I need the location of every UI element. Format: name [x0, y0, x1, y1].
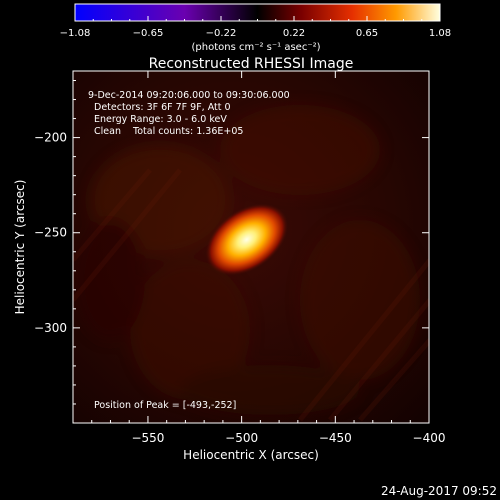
chart-title: Reconstructed RHESSI Image: [149, 56, 354, 72]
colorbar-ticks: −1.08 −0.65 −0.22 0.22 0.65 1.08: [60, 16, 451, 39]
x-axis-label: Heliocentric X (arcsec): [183, 448, 319, 462]
heatmap-image: [73, 71, 429, 423]
colorbar: [75, 4, 440, 21]
info-time-range: 9-Dec-2014 09:20:06.000 to 09:30:06.000: [88, 90, 290, 101]
colorbar-tick-label: −0.22: [206, 28, 237, 39]
y-tick-label: −200: [34, 131, 67, 145]
x-tick-label: −500: [225, 431, 258, 445]
y-axis-label: Heliocentric Y (arcsec): [13, 180, 27, 315]
y-tick-label: −250: [34, 226, 67, 240]
colorbar-tick-label: −0.65: [133, 28, 164, 39]
plot-frame: [72, 70, 430, 424]
peak-position-label: Position of Peak = [-493,-252]: [94, 400, 236, 411]
heatmap-ripple-pattern: [73, 168, 429, 422]
x-tick-label: −550: [131, 431, 164, 445]
y-axis-ticks: −200 −250 −300: [34, 80, 429, 424]
colorbar-tick-label: 0.65: [356, 28, 378, 39]
colorbar-tick-label: 1.08: [429, 28, 451, 39]
colorbar-units-label: (photons cm⁻² s⁻¹ asec⁻²): [191, 42, 320, 53]
info-energy-range: Energy Range: 3.0 - 6.0 keV: [94, 114, 227, 125]
x-tick-label: −400: [413, 431, 446, 445]
heatmap-diffuse-structure: [75, 105, 420, 415]
footer-date: 24-Aug-2017 09:52: [381, 484, 497, 498]
x-tick-label: −450: [319, 431, 352, 445]
y-tick-label: −300: [34, 321, 67, 335]
info-detectors: Detectors: 3F 6F 7F 9F, Att 0: [94, 102, 231, 113]
colorbar-tick-label: −1.08: [60, 28, 91, 39]
colorbar-tick-label: 0.22: [283, 28, 305, 39]
peak-source: [205, 203, 289, 276]
x-axis-ticks: −550 −500 −450 −400: [72, 71, 446, 445]
info-clean-counts: Clean Total counts: 1.36E+05: [94, 126, 243, 137]
